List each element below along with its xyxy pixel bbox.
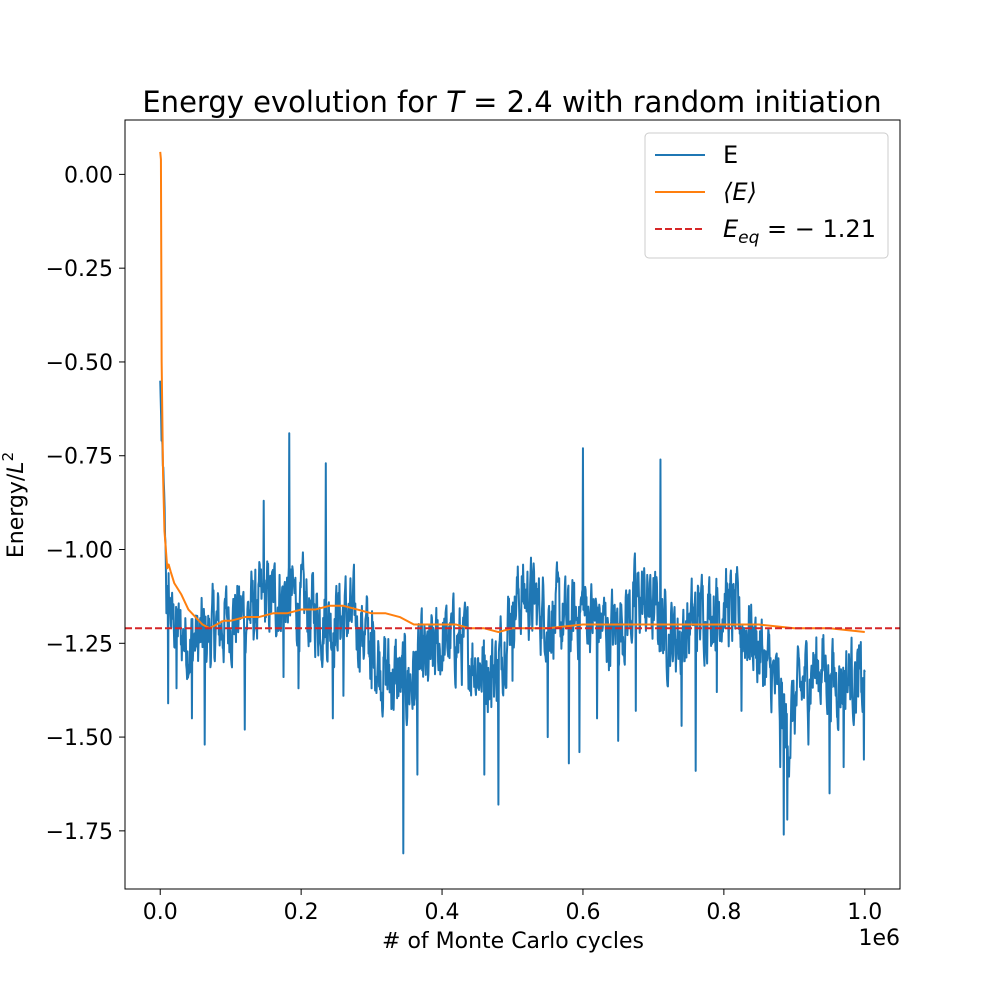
- x-axis-label: # of Monte Carlo cycles: [382, 929, 644, 954]
- legend-eq-subscript: eq: [738, 228, 759, 248]
- chart-title: Energy evolution for T = 2.4 with random…: [142, 85, 881, 119]
- title-prefix: Energy evolution for: [142, 85, 446, 119]
- x-tick-label: 0.2: [284, 900, 319, 925]
- series-mean-line: [159, 151, 865, 634]
- y-tick-label: 0.00: [64, 163, 113, 188]
- title-variable: T: [446, 85, 466, 119]
- y-label-exponent: 2: [0, 452, 17, 462]
- y-tick-label: −1.75: [46, 820, 113, 845]
- y-ticks: 0.00 −0.25 −0.50 −0.75 −1.00 −1.25 −1.50 −1.75: [46, 163, 125, 845]
- series-e-line: [159, 380, 866, 855]
- x-tick-label: 0.8: [706, 900, 741, 925]
- x-tick-label: 0.4: [425, 900, 460, 925]
- axes-frame: [124, 119, 901, 890]
- legend-label-mean-text: ⟨E⟩: [723, 178, 757, 206]
- legend-label-eq: Eeq = − 1.21: [723, 215, 876, 248]
- legend: E ⟨E⟩ Eeq = − 1.21: [644, 132, 889, 259]
- x-ticks: 0.0 0.2 0.4 0.6 0.8 1.0: [143, 889, 882, 925]
- legend-box: [644, 132, 889, 259]
- title-suffix: = 2.4 with random initiation: [464, 85, 882, 119]
- y-axis-label: Energy/L2: [0, 452, 29, 558]
- x-tick-label: 1.0: [847, 900, 882, 925]
- y-tick-label: −0.75: [46, 445, 113, 470]
- y-label-variable: L: [4, 461, 29, 473]
- x-tick-label: 0.6: [565, 900, 600, 925]
- legend-eq-value: = − 1.21: [759, 215, 876, 243]
- legend-label-e: E: [723, 141, 738, 169]
- legend-label-mean: ⟨E⟩: [723, 178, 757, 206]
- x-tick-label: 0.0: [143, 900, 178, 925]
- y-tick-label: −0.25: [46, 257, 113, 282]
- y-tick-label: −1.00: [46, 539, 113, 564]
- y-tick-label: −1.25: [46, 632, 113, 657]
- y-label-main: Energy/: [4, 473, 29, 558]
- y-tick-label: −1.50: [46, 726, 113, 751]
- y-tick-label: −0.50: [46, 351, 113, 376]
- legend-eq-variable: E: [723, 215, 739, 243]
- x-offset-label: 1e6: [858, 926, 900, 951]
- plot-area: [125, 151, 900, 855]
